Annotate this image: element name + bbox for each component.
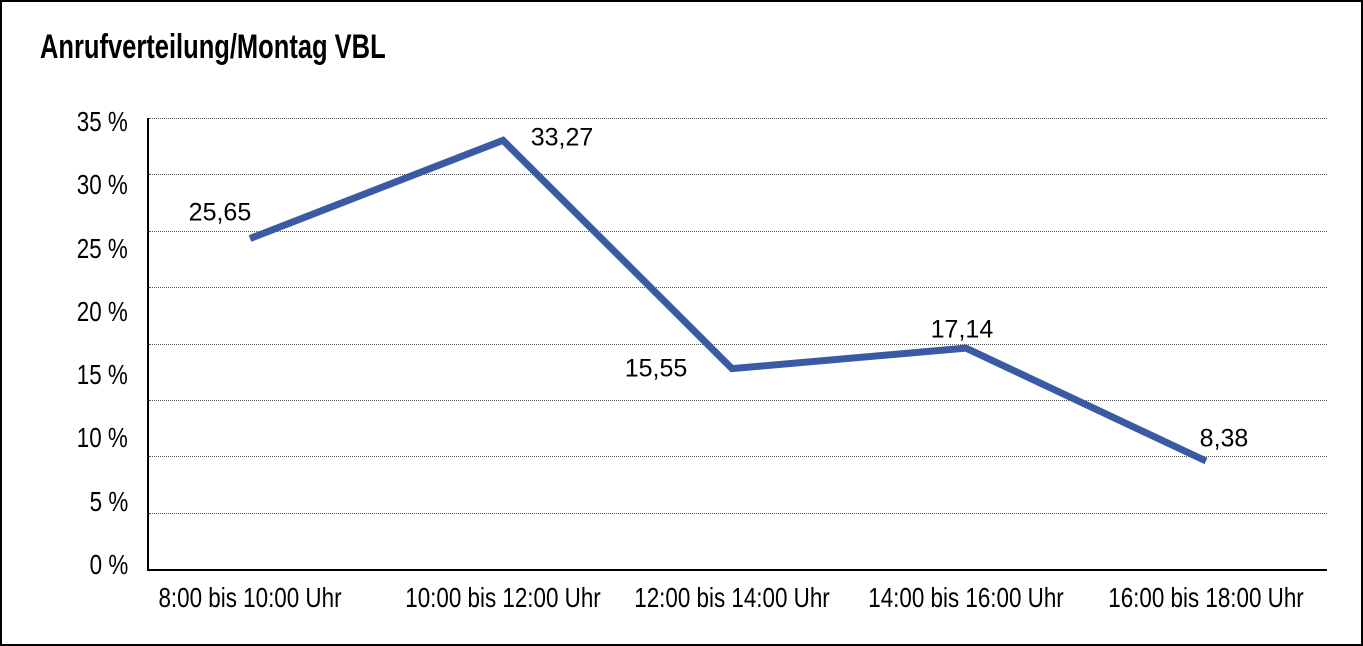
y-axis-tick-label: 15 % <box>76 359 128 391</box>
data-point-label: 25,65 <box>188 198 252 227</box>
chart-canvas <box>248 136 1208 465</box>
x-axis-category-label: 10:00 bis 12:00 Uhr <box>405 582 601 613</box>
y-grid-line <box>149 343 1327 345</box>
y-axis-tick-label: 35 % <box>76 106 128 137</box>
y-grid-line <box>149 512 1327 514</box>
plot-area: 35 % 30 % 25 % 20 % 15 % 10 % 5 % 0 % 8:00 bis 1… <box>77 106 1327 613</box>
y-axis-tick-label: 25 % <box>76 232 128 264</box>
y-axis-tick-label: 0 % <box>89 549 128 580</box>
y-axis-tick-label: 10 % <box>76 422 128 454</box>
y-grid-line <box>149 456 1327 458</box>
x-axis-category-label: 14:00 bis 16:00 Uhr <box>868 582 1064 613</box>
y-grid-line <box>149 230 1327 232</box>
series-line <box>248 136 1208 465</box>
x-axis-category-label: 16:00 bis 18:00 Uhr <box>1108 582 1304 613</box>
y-grid-line <box>149 118 1327 119</box>
y-axis-tick-label: 5 % <box>89 485 128 517</box>
x-axis-category-label: 8:00 bis 10:00 Uhr <box>158 582 342 613</box>
data-point-label: 33,27 <box>530 123 594 152</box>
y-grid-line <box>149 174 1327 176</box>
data-point-label: 15,55 <box>624 354 688 383</box>
y-grid-line <box>149 399 1327 401</box>
chart-title: Anrufverteilung/Montag VBL <box>40 28 386 66</box>
y-axis-tick-label: 20 % <box>76 295 128 327</box>
y-axis-tick-label: 30 % <box>76 169 128 201</box>
data-point-label: 8,38 <box>1199 424 1249 453</box>
x-axis-category-label: 12:00 bis 14:00 Uhr <box>634 582 830 613</box>
y-grid-line <box>149 287 1327 289</box>
data-point-label: 17,14 <box>930 315 994 344</box>
